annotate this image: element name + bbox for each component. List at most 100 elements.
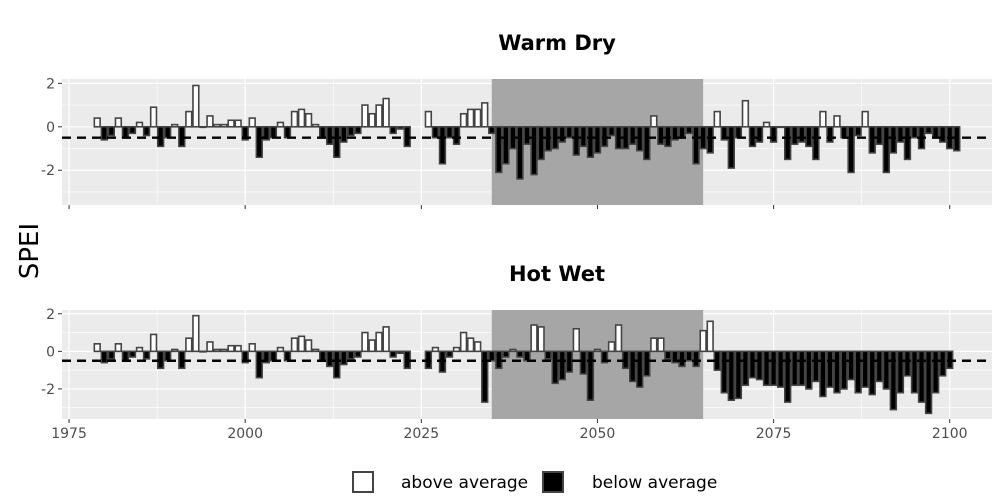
bar [889,350,898,411]
bar [269,125,278,139]
bar [910,125,919,139]
bar [910,350,919,394]
bar [488,125,496,135]
bar [727,350,736,402]
bar [791,125,799,145]
bar [706,125,714,154]
bar [868,350,876,396]
bar [741,350,750,386]
bar [396,350,404,355]
legend-label-below: below average [592,473,717,493]
y-tick-label: 0 [46,120,55,136]
bar [741,99,750,128]
bar [466,337,475,353]
bar [671,125,679,141]
bar [354,125,362,135]
bar [192,84,200,128]
x-tick-label: 2025 [403,426,439,442]
bar [269,350,278,362]
bar [720,350,728,394]
panel-title: Hot Wet [509,262,605,286]
bar [924,350,933,415]
bar [283,125,292,139]
bar [734,125,743,139]
legend-key-above [352,471,374,493]
bar [924,125,933,135]
bar [368,112,376,128]
bar [636,350,644,388]
bar [220,123,228,128]
bar [551,350,559,385]
bar [135,121,144,128]
bar [643,125,651,161]
bar [868,125,876,154]
bar [255,125,263,159]
bar [354,350,362,358]
panel-warm-dry: Warm Dry -2 0 2 [41,31,992,209]
bar [931,350,940,394]
bar [290,337,299,353]
bar [276,346,285,353]
bar [678,125,686,139]
bar [826,125,834,143]
bar [572,327,581,353]
bar [93,117,101,128]
bar [241,350,249,364]
bar [107,350,116,360]
bar [861,350,869,388]
bar [516,125,524,180]
bar [769,125,778,143]
bar [340,350,348,366]
bar [488,350,496,362]
bar [931,125,940,139]
bar [755,350,764,381]
bar [347,350,355,360]
bar [734,350,743,400]
bar [142,125,151,137]
y-tick-label: 2 [46,76,55,92]
bar [819,110,827,128]
bar [537,326,545,353]
bar [121,350,130,362]
bar [727,125,736,169]
bar [586,350,595,402]
bar [382,326,390,353]
bar [938,350,947,377]
bar [171,123,179,128]
bar [135,346,144,353]
y-tick-label: 0 [46,344,55,360]
bar [100,125,108,141]
bar [903,350,912,377]
bar [798,350,806,386]
bar [783,350,792,403]
bar [304,339,313,353]
bar [318,350,327,362]
bar [917,350,926,403]
bar [572,125,581,156]
bar [833,350,841,394]
bar [840,125,848,139]
bar [262,125,271,141]
bar [389,125,397,135]
bar [628,350,637,383]
bar [206,341,214,353]
bar [706,320,714,353]
bar [389,350,397,358]
bar [579,125,588,148]
bar [128,125,137,135]
bar [375,331,383,353]
bar [720,125,728,141]
bar [199,125,207,129]
bar [776,125,785,129]
bar [368,339,376,353]
bar [544,350,552,360]
bar [128,350,137,358]
bar [819,350,827,398]
bar [678,350,686,368]
bar [530,125,538,176]
bar [502,350,510,358]
bar [121,125,130,139]
bar [523,125,531,145]
bar [459,331,468,353]
